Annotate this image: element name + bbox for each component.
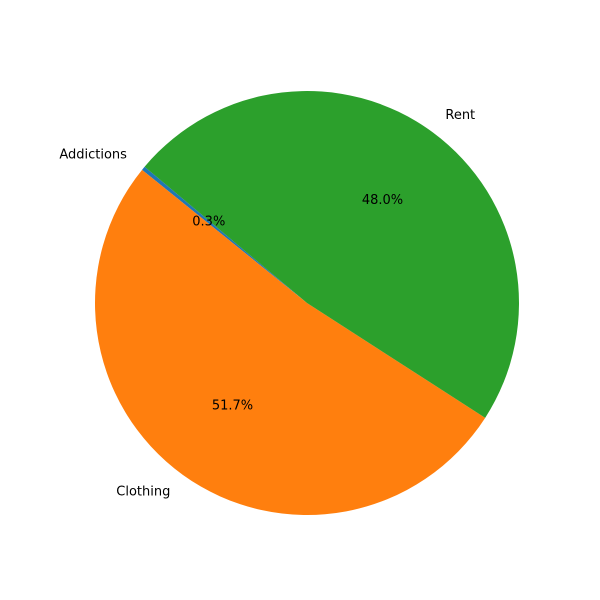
pie-slice-rent	[144, 91, 519, 418]
pie-labels: Addictions 0.3% Clothing 51.7% Rent 48.0%	[59, 108, 475, 500]
pie-slices	[95, 91, 519, 515]
slice-pct-addictions: 0.3%	[192, 215, 225, 230]
slice-label-rent: Rent	[445, 108, 475, 123]
slice-pct-clothing: 51.7%	[212, 399, 253, 414]
slice-pct-rent: 48.0%	[362, 193, 403, 208]
slice-label-clothing: Clothing	[116, 484, 170, 499]
pie-slice-clothing	[95, 169, 486, 515]
pie-slice-addictions	[142, 166, 307, 303]
slice-label-addictions: Addictions	[59, 147, 127, 162]
